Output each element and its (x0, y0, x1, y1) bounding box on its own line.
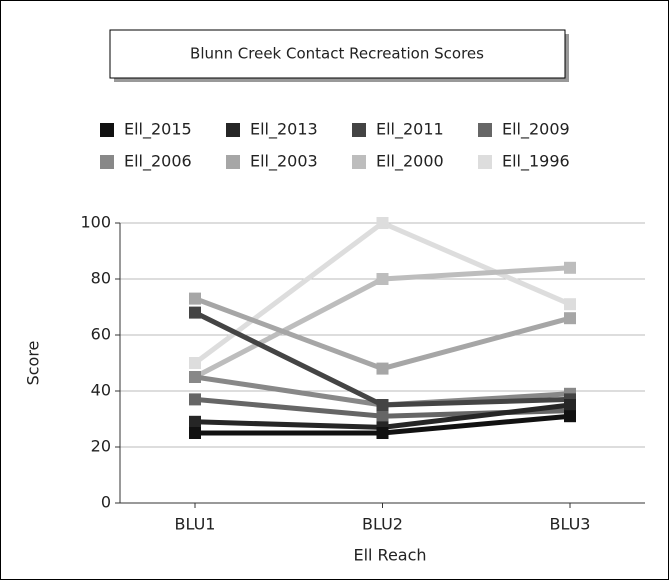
legend-label: Ell_1996 (502, 152, 570, 172)
legend-label: Ell_2006 (124, 152, 192, 172)
point (189, 415, 201, 428)
point (189, 306, 201, 319)
point (189, 427, 201, 439)
point (376, 273, 389, 285)
legend-swatch (352, 123, 366, 137)
legend-label: Ell_2011 (376, 120, 444, 140)
point (376, 410, 389, 423)
legend-swatch (100, 155, 114, 169)
legend-label: Ell_2009 (502, 120, 570, 140)
point (564, 312, 576, 325)
legend-swatch (478, 155, 492, 169)
point (189, 292, 201, 305)
legend-swatch (226, 155, 240, 169)
legend-label: Ell_2003 (250, 152, 318, 172)
legend-swatch (352, 155, 366, 169)
y-tick-label: 20 (91, 437, 111, 456)
legend-swatch (478, 123, 492, 137)
point (564, 298, 576, 311)
chart-title: Blunn Creek Contact Recreation Scores (190, 45, 484, 63)
point (564, 410, 576, 423)
point (376, 362, 389, 375)
title-box (109, 29, 566, 79)
y-tick-label: 80 (91, 269, 111, 288)
legend-label: Ell_2013 (250, 120, 318, 140)
point (376, 427, 389, 439)
x-axis-label: Ell Reach (353, 546, 426, 565)
legend-swatch (100, 123, 114, 137)
point (189, 393, 201, 406)
legend-label: Ell_2015 (124, 120, 192, 140)
point (189, 357, 201, 369)
point (376, 399, 389, 411)
point (564, 261, 576, 274)
y-tick-label: 40 (91, 381, 111, 400)
legend-swatch (226, 123, 240, 137)
y-tick-label: 100 (80, 213, 111, 232)
y-tick-label: 0 (101, 493, 111, 512)
x-tick-label: BLU2 (362, 515, 403, 534)
point (189, 371, 201, 383)
x-tick-label: BLU3 (550, 515, 591, 534)
x-tick-label: BLU1 (175, 515, 216, 534)
y-axis-label: Score (24, 341, 43, 386)
point (376, 217, 389, 229)
y-tick-label: 60 (91, 325, 111, 344)
legend-label: Ell_2000 (376, 152, 444, 172)
point (564, 399, 576, 411)
